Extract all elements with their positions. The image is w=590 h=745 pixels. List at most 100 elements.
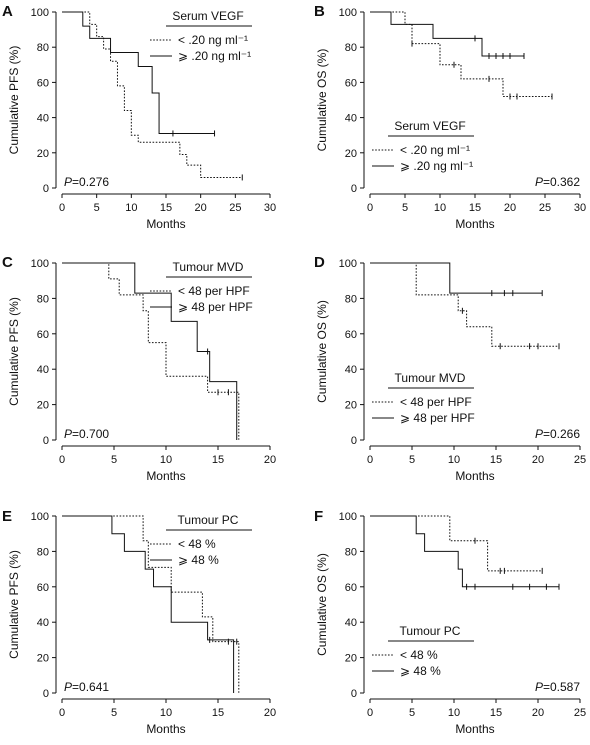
legend-entry: ⩾ .20 ng ml⁻¹ <box>178 49 251 63</box>
x-tick-label: 10 <box>448 707 460 719</box>
y-tick-label: 0 <box>43 183 49 195</box>
legend-title: Serum VEGF <box>394 119 465 133</box>
x-tick-label: 5 <box>409 707 415 719</box>
panel-c: C 0 20 40 60 80 100 0 5 10 15 20 Months Cumulative PF… <box>2 254 276 483</box>
panel-letter: E <box>2 508 12 525</box>
legend: Tumour MVD < 48 per HPF ⩾ 48 per HPF <box>150 260 253 314</box>
legend-entry: ⩾ 48 % <box>400 664 441 678</box>
series-line-solid <box>370 262 543 294</box>
y-tick-label: 40 <box>37 364 49 376</box>
y-tick-label: 100 <box>339 258 357 270</box>
y-tick-label: 40 <box>37 113 49 125</box>
legend-entry: < 48 per HPF <box>178 284 250 298</box>
y-tick-label: 80 <box>345 546 357 558</box>
x-tick-label: 0 <box>367 707 373 719</box>
series-line-solid <box>62 11 215 134</box>
y-tick-label: 60 <box>345 77 357 89</box>
x-tick-label: 5 <box>94 202 100 214</box>
legend-title: Tumour MVD <box>173 260 244 274</box>
legend-title: Tumour PC <box>400 624 461 638</box>
p-value: P=0.641 <box>64 680 109 694</box>
legend: Serum VEGF < .20 ng ml⁻¹ ⩾ .20 ng ml⁻¹ <box>150 9 252 63</box>
legend-entry: ⩾ 48 % <box>178 553 219 567</box>
legend-entry: < 48 % <box>178 537 216 551</box>
legend-entry: ⩾ 48 per HPF <box>400 411 475 425</box>
x-tick-label: 0 <box>59 454 65 466</box>
y-tick-label: 20 <box>345 148 357 160</box>
x-tick-label: 5 <box>402 202 408 214</box>
y-tick-label: 60 <box>345 582 357 594</box>
legend: Tumour MVD < 48 per HPF ⩾ 48 per HPF <box>372 371 475 425</box>
legend-entry: ⩾ 48 per HPF <box>178 300 253 314</box>
p-value: P=0.362 <box>535 175 580 189</box>
x-tick-label: 0 <box>367 454 373 466</box>
x-axis-label: Months <box>146 469 185 483</box>
x-tick-label: 20 <box>264 707 276 719</box>
y-tick-label: 20 <box>37 653 49 665</box>
y-tick-label: 80 <box>345 42 357 54</box>
p-value: P=0.266 <box>535 427 580 441</box>
legend-entry: < .20 ng ml⁻¹ <box>400 143 470 157</box>
x-tick-label: 10 <box>160 707 172 719</box>
x-axis-label: Months <box>146 722 185 736</box>
y-tick-label: 0 <box>43 688 49 700</box>
y-tick-label: 60 <box>37 582 49 594</box>
y-tick-label: 80 <box>37 546 49 558</box>
x-tick-label: 5 <box>111 707 117 719</box>
legend-title: Tumour PC <box>178 513 239 527</box>
legend-title: Tumour MVD <box>395 371 466 385</box>
y-tick-label: 20 <box>37 400 49 412</box>
x-tick-label: 20 <box>532 707 544 719</box>
x-tick-label: 10 <box>160 454 172 466</box>
panel-f: F 0 20 40 60 80 100 0 5 10 15 20 25 Months Cumulative … <box>314 508 586 736</box>
y-tick-label: 80 <box>345 293 357 305</box>
y-tick-label: 40 <box>37 617 49 629</box>
x-tick-label: 15 <box>469 202 481 214</box>
series-line-dotted <box>370 262 559 347</box>
y-axis-label: Cumulative PFS (%) <box>7 550 21 659</box>
x-tick-label: 30 <box>574 202 586 214</box>
panel-letter: D <box>314 254 325 271</box>
y-tick-label: 20 <box>345 400 357 412</box>
y-axis-label: Cumulative OS (%) <box>315 553 329 656</box>
panel-e: E 0 20 40 60 80 100 0 5 10 15 20 Months Cumulative PF… <box>2 508 276 736</box>
x-tick-label: 25 <box>229 202 241 214</box>
x-tick-label: 5 <box>111 454 117 466</box>
y-tick-label: 40 <box>345 617 357 629</box>
y-tick-label: 0 <box>351 435 357 447</box>
x-tick-label: 0 <box>59 202 65 214</box>
x-tick-label: 25 <box>574 454 586 466</box>
y-tick-label: 100 <box>339 7 357 19</box>
panel-letter: A <box>2 3 13 20</box>
y-tick-label: 100 <box>31 258 49 270</box>
series-line-dotted <box>62 515 240 693</box>
y-tick-label: 100 <box>31 7 49 19</box>
series-line-solid <box>62 515 235 693</box>
x-tick-label: 20 <box>532 454 544 466</box>
x-tick-label: 25 <box>539 202 551 214</box>
x-tick-label: 15 <box>160 202 172 214</box>
x-axis-label: Months <box>455 469 494 483</box>
x-tick-label: 20 <box>264 454 276 466</box>
series-line-dotted <box>370 515 543 572</box>
panel-letter: F <box>314 508 323 525</box>
x-tick-label: 10 <box>434 202 446 214</box>
legend-entry: < .20 ng ml⁻¹ <box>178 33 248 47</box>
p-value: P=0.276 <box>64 175 109 189</box>
y-tick-label: 60 <box>37 329 49 341</box>
panel-letter: C <box>2 254 13 271</box>
x-tick-label: 20 <box>195 202 207 214</box>
panel-letter: B <box>314 3 325 20</box>
x-tick-label: 30 <box>264 202 276 214</box>
p-value: P=0.700 <box>64 427 109 441</box>
y-tick-label: 0 <box>43 435 49 447</box>
series-line-solid <box>62 262 238 440</box>
y-axis-label: Cumulative PFS (%) <box>7 297 21 406</box>
series-line-solid <box>370 515 559 588</box>
y-axis-label: Cumulative OS (%) <box>315 49 329 152</box>
series-line-dotted <box>62 262 240 440</box>
x-tick-label: 15 <box>212 454 224 466</box>
x-tick-label: 0 <box>367 202 373 214</box>
